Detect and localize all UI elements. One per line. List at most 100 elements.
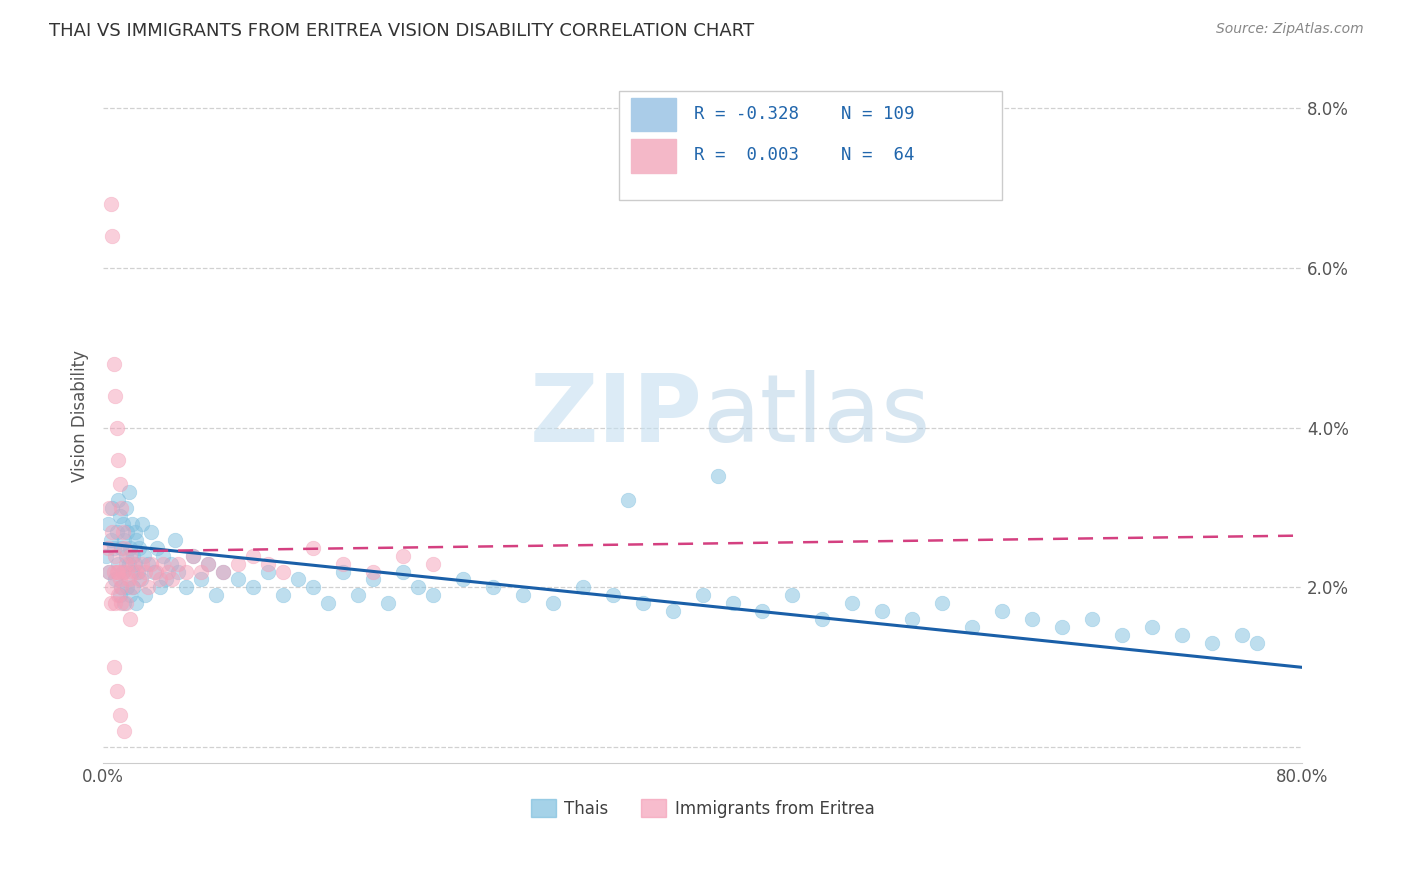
- Point: [129, 573, 152, 587]
- Point: [242, 581, 264, 595]
- Point: [190, 565, 212, 579]
- Point: [103, 660, 125, 674]
- Point: [152, 557, 174, 571]
- Point: [661, 604, 683, 618]
- Point: [134, 565, 156, 579]
- Point: [159, 557, 181, 571]
- Point: [105, 565, 128, 579]
- Point: [98, 565, 121, 579]
- Point: [145, 565, 167, 579]
- Point: [101, 229, 124, 244]
- Point: [257, 565, 280, 579]
- Text: THAI VS IMMIGRANTS FROM ERITREA VISION DISABILITY CORRELATION CHART: THAI VS IMMIGRANTS FROM ERITREA VISION D…: [49, 22, 755, 40]
- Text: ZIP: ZIP: [530, 370, 703, 462]
- Point: [361, 573, 384, 587]
- Point: [139, 524, 162, 539]
- Point: [872, 604, 894, 618]
- Point: [901, 612, 924, 626]
- Point: [114, 597, 136, 611]
- Point: [117, 573, 139, 587]
- Point: [114, 557, 136, 571]
- Legend: Thais, Immigrants from Eritrea: Thais, Immigrants from Eritrea: [524, 793, 882, 824]
- Point: [782, 589, 804, 603]
- Point: [100, 197, 122, 211]
- Point: [152, 549, 174, 563]
- Point: [156, 565, 179, 579]
- Point: [105, 524, 128, 539]
- Point: [226, 557, 249, 571]
- Point: [125, 533, 148, 547]
- Point: [105, 684, 128, 698]
- Point: [110, 597, 132, 611]
- Point: [128, 573, 150, 587]
- Point: [108, 708, 131, 723]
- Point: [174, 565, 197, 579]
- Point: [117, 557, 139, 571]
- Point: [131, 557, 153, 571]
- Point: [226, 573, 249, 587]
- Point: [149, 573, 172, 587]
- Point: [616, 492, 638, 507]
- Point: [287, 573, 309, 587]
- Point: [197, 557, 219, 571]
- Point: [110, 581, 132, 595]
- Point: [110, 541, 132, 555]
- Point: [103, 565, 125, 579]
- Point: [121, 516, 143, 531]
- Point: [108, 573, 131, 587]
- Point: [1246, 636, 1268, 650]
- Point: [160, 573, 183, 587]
- Point: [124, 524, 146, 539]
- Point: [422, 589, 444, 603]
- Point: [121, 565, 143, 579]
- Text: atlas: atlas: [703, 370, 931, 462]
- Point: [181, 549, 204, 563]
- Point: [127, 565, 149, 579]
- Point: [103, 357, 125, 371]
- Point: [751, 604, 773, 618]
- Point: [1171, 628, 1194, 642]
- Point: [392, 565, 415, 579]
- Point: [100, 597, 122, 611]
- Point: [692, 589, 714, 603]
- Point: [104, 549, 127, 563]
- Point: [991, 604, 1014, 618]
- FancyBboxPatch shape: [631, 139, 676, 173]
- Point: [212, 565, 235, 579]
- Point: [602, 589, 624, 603]
- Point: [110, 500, 132, 515]
- Point: [706, 468, 728, 483]
- Point: [406, 581, 429, 595]
- Point: [122, 557, 145, 571]
- Point: [149, 581, 172, 595]
- Point: [332, 565, 354, 579]
- Point: [132, 549, 155, 563]
- Point: [541, 597, 564, 611]
- Point: [114, 500, 136, 515]
- Point: [108, 476, 131, 491]
- Point: [841, 597, 863, 611]
- Point: [121, 581, 143, 595]
- Point: [271, 565, 294, 579]
- Point: [721, 597, 744, 611]
- Point: [167, 565, 190, 579]
- Text: Source: ZipAtlas.com: Source: ZipAtlas.com: [1216, 22, 1364, 37]
- Text: R = -0.328    N = 109: R = -0.328 N = 109: [695, 104, 915, 123]
- Point: [271, 589, 294, 603]
- Point: [167, 557, 190, 571]
- Point: [112, 541, 135, 555]
- Point: [204, 589, 226, 603]
- Point: [120, 589, 142, 603]
- Point: [112, 597, 135, 611]
- Point: [481, 581, 503, 595]
- FancyBboxPatch shape: [619, 91, 1002, 201]
- Point: [107, 589, 129, 603]
- Point: [1201, 636, 1223, 650]
- Point: [122, 581, 145, 595]
- Point: [120, 612, 142, 626]
- Point: [128, 541, 150, 555]
- Point: [98, 565, 121, 579]
- Point: [111, 516, 134, 531]
- Point: [120, 549, 142, 563]
- Point: [242, 549, 264, 563]
